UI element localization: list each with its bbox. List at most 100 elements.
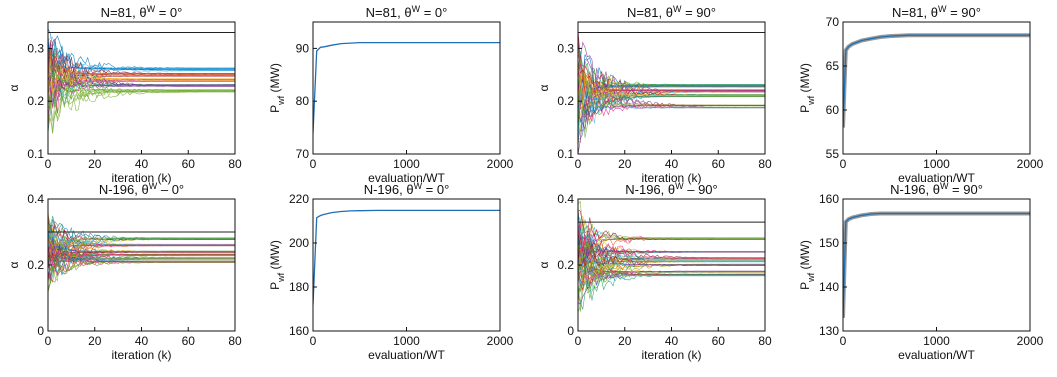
plot-area (843, 211, 1030, 318)
trace-line (578, 209, 765, 241)
trace-line (578, 91, 765, 143)
y-tick-label: 70 (826, 15, 840, 29)
trace-line (578, 270, 765, 305)
y-axis-label: Pwf (MW) (798, 240, 816, 290)
y-axis-label: α (537, 261, 551, 268)
plot-area (48, 210, 235, 293)
trace-line (578, 59, 765, 97)
axes-box (312, 21, 501, 155)
y-tick-label: 0.3 (27, 41, 44, 55)
x-tick-label: 0 (45, 334, 52, 348)
trace-line (48, 28, 235, 70)
y-tick-label: 0 (37, 324, 44, 338)
subplot-1: 0 20 40 60 80 0.1 0.2 0.3 N=81, θW = 0° iteration… (7, 4, 242, 185)
x-tick-label: 20 (88, 334, 102, 348)
trace-line (578, 63, 765, 92)
trace-line (48, 238, 235, 268)
subplot-3: 0 20 40 60 80 0.1 0.2 0.3 N=81, θW = 90° iteratio… (537, 4, 772, 185)
plot-area (313, 41, 500, 133)
y-axis-label: Pwf (MW) (798, 63, 816, 113)
x-tick-label: 1000 (393, 157, 420, 171)
subplot-title: N=81, θW = 0° (101, 4, 183, 20)
plot-area (313, 209, 500, 305)
trace-line (578, 208, 765, 253)
trace-line (578, 66, 765, 101)
plot-area (48, 28, 235, 134)
trace-line (578, 51, 765, 85)
x-tick-label: 40 (135, 157, 149, 171)
trace-line (48, 259, 235, 283)
subplot-title: N-196, θW – 90° (625, 181, 718, 197)
y-tick-label: 150 (819, 236, 839, 250)
series-line (843, 212, 1030, 318)
y-tick-label: 0.2 (27, 258, 44, 272)
x-tick-label: 0 (310, 157, 317, 171)
x-tick-label: 20 (88, 157, 102, 171)
trace-line (48, 34, 235, 71)
x-tick-label: 60 (712, 157, 726, 171)
x-axis-label: iteration (k) (111, 348, 171, 362)
trace-line (578, 96, 765, 138)
trace-line (48, 60, 235, 88)
x-tick-label: 0 (310, 334, 317, 348)
y-tick-label: 0.2 (27, 94, 44, 108)
trace-line (48, 50, 235, 89)
y-tick-label: 130 (819, 324, 839, 338)
subplot-title: N-196, θW = 90° (890, 181, 983, 197)
trace-line (578, 258, 765, 286)
axes-box (842, 198, 1031, 332)
x-tick-label: 0 (575, 334, 582, 348)
trace-line (578, 58, 765, 97)
plot-area (578, 30, 765, 154)
subplot-title: N=81, θW = 90° (627, 4, 716, 20)
x-tick-label: 20 (618, 334, 632, 348)
y-tick-label: 0.4 (557, 192, 574, 206)
y-tick-label: 90 (296, 41, 310, 55)
x-axis-label: iteration (k) (641, 348, 701, 362)
trace-line (578, 262, 765, 283)
trace-line (578, 228, 765, 258)
trace-line (578, 105, 765, 131)
x-tick-label: 80 (758, 334, 772, 348)
x-tick-label: 40 (135, 334, 149, 348)
trace-line (578, 267, 765, 279)
trace-line (578, 235, 765, 276)
trace-line (48, 248, 235, 271)
trace-line (48, 220, 235, 241)
y-tick-label: 0.4 (27, 192, 44, 206)
trace-line (48, 232, 235, 255)
subplot-title: N=81, θW = 0° (366, 4, 448, 20)
plot-area (578, 200, 765, 313)
y-axis-label: α (7, 261, 21, 268)
y-tick-label: 65 (826, 59, 840, 73)
y-tick-label: 160 (819, 192, 839, 206)
axes-box (842, 21, 1031, 155)
y-tick-label: 200 (289, 236, 309, 250)
x-tick-label: 60 (182, 157, 196, 171)
x-tick-label: 0 (45, 157, 52, 171)
y-tick-label: 0.2 (557, 258, 574, 272)
series-line (313, 209, 500, 305)
trace-line (578, 233, 765, 266)
subplot-4: 0 1000 2000 55 60 65 70 N=81, θW = 90° evaluatio… (798, 4, 1044, 185)
trace-line (578, 93, 765, 116)
y-tick-label: 0.1 (557, 147, 574, 161)
y-axis-label: Pwf (MW) (268, 240, 286, 290)
trace-line (578, 85, 765, 130)
x-axis-label: evaluation/WT (898, 348, 975, 362)
x-tick-label: 1000 (393, 334, 420, 348)
x-tick-label: 80 (228, 157, 242, 171)
trace-line (578, 234, 765, 257)
x-tick-label: 40 (665, 334, 679, 348)
trace-line (578, 200, 765, 239)
trace-line (48, 258, 235, 292)
x-axis-label: evaluation/WT (368, 348, 445, 362)
trace-line (578, 90, 765, 154)
trace-line (48, 219, 235, 240)
trace-line (578, 51, 765, 88)
axes-box (47, 198, 236, 332)
x-tick-label: 80 (228, 334, 242, 348)
trace-line (578, 227, 765, 260)
trace-line (578, 255, 765, 282)
y-tick-label: 0.3 (557, 41, 574, 55)
